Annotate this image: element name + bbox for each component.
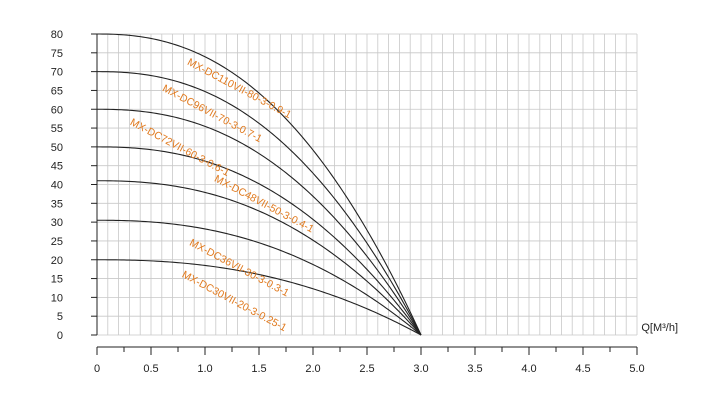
- x-tick-label: 1.0: [197, 363, 212, 375]
- y-tick-label: 15: [51, 274, 63, 286]
- y-axis-ticks: 0 5 10 15 20 25 30 35 40 45 50 55 60 65 70 75 80: [51, 29, 97, 342]
- x-tick-label: 0.5: [143, 363, 158, 375]
- y-tick-label: 10: [51, 292, 63, 304]
- curve-line: [97, 180, 422, 336]
- y-tick-label: 80: [51, 29, 63, 41]
- x-tick-label: 3.5: [467, 363, 482, 375]
- curves: [96, 33, 422, 336]
- x-axis-label: Q[M³/h]: [641, 322, 678, 334]
- x-tick-label: 1.5: [251, 363, 266, 375]
- y-tick-label: 50: [51, 142, 63, 154]
- curve-line: [97, 108, 422, 336]
- x-tick-label: 4.5: [575, 363, 590, 375]
- curve-labels: MX-DC110VII-80-3-0.9-1MX-DC96VII-70-3-0.…: [128, 56, 316, 334]
- y-tick-label: 75: [51, 48, 63, 60]
- x-tick-label: 4.0: [521, 363, 536, 375]
- curve-line: [96, 219, 422, 336]
- y-tick-label: 35: [51, 198, 63, 210]
- y-tick-label: 60: [51, 104, 63, 116]
- curve-line: [97, 259, 422, 336]
- x-tick-label: 5.0: [629, 363, 644, 375]
- x-tick-label: 0: [94, 363, 100, 375]
- grid-lines: [96, 33, 638, 336]
- y-tick-label: 0: [57, 330, 63, 342]
- curve-label: MX-DC48VII-50-3-0.4-1: [212, 173, 316, 236]
- x-tick-label: 2.0: [305, 363, 320, 375]
- y-tick-label: 70: [51, 67, 63, 79]
- y-tick-label: 65: [51, 85, 63, 97]
- x-axis-ticks: 0 0.5 1.0 1.5 2.0 2.5 3.0 3.5 4.0 4.5 5.0: [94, 347, 645, 375]
- curve-line: [97, 33, 422, 336]
- y-tick-label: 40: [51, 180, 63, 192]
- curve-line: [97, 71, 422, 336]
- y-tick-label: 25: [51, 236, 63, 248]
- y-tick-label: 5: [57, 311, 63, 323]
- x-tick-label: 3.0: [413, 363, 428, 375]
- x-tick-label: 2.5: [359, 363, 374, 375]
- y-tick-label: 30: [51, 217, 63, 229]
- y-tick-label: 55: [51, 123, 63, 135]
- y-tick-label: 20: [51, 255, 63, 267]
- curve-line: [97, 146, 422, 336]
- y-tick-label: 45: [51, 161, 63, 173]
